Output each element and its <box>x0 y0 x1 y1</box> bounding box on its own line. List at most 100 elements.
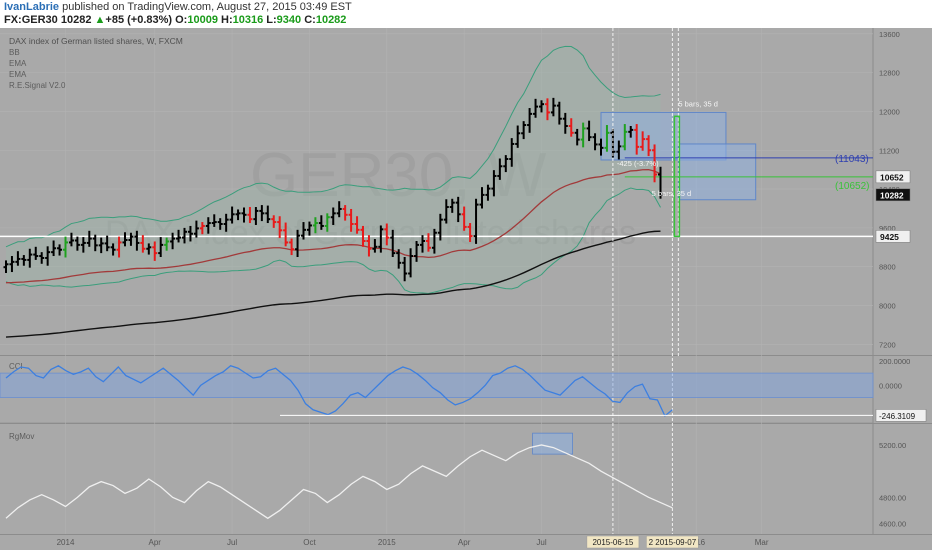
price-tag-label: 10652 <box>880 172 904 182</box>
cci-value-label: -246.3109 <box>879 412 916 421</box>
price-bar <box>170 232 176 250</box>
price-bar <box>396 249 402 269</box>
price-bar <box>295 229 301 257</box>
price-bar <box>539 100 544 113</box>
price-bar <box>634 124 640 155</box>
price-bar <box>533 98 539 118</box>
price-bar <box>39 252 45 264</box>
price-bar <box>128 232 134 246</box>
price-bar <box>568 118 574 137</box>
rgmov-box <box>532 432 573 455</box>
price-bar <box>544 98 550 121</box>
x-tick-label: Apr <box>458 538 471 547</box>
date-tag-label[interactable]: 2015-06-15 <box>592 538 633 547</box>
price-bar <box>354 216 360 234</box>
vertical-date-lines[interactable] <box>612 28 681 534</box>
price-bar <box>515 125 521 148</box>
date-tag-label[interactable]: 2 2015-09-07 <box>649 538 697 547</box>
price-bar <box>235 209 241 221</box>
price-bar <box>187 225 193 242</box>
price-bar <box>509 138 515 167</box>
watermark-description: DAX index of German listed shares <box>105 214 636 252</box>
price-bar <box>45 246 51 266</box>
rgmov-title[interactable]: RgMov <box>9 432 34 441</box>
date-tag-box <box>586 535 640 549</box>
price-bar <box>574 128 580 146</box>
cci-indicator: 200.0000 0.0000 -246.3109 <box>0 357 927 422</box>
price-bar <box>134 230 140 251</box>
cci-title[interactable]: CCI <box>9 362 23 371</box>
ema-black-line <box>5 230 661 338</box>
price-bar <box>479 187 485 209</box>
price-bar <box>658 166 663 199</box>
price-bar <box>360 225 366 247</box>
cci-tick-label: 200.0000 <box>879 357 910 366</box>
author-link[interactable]: IvanLabrie <box>4 1 60 13</box>
price-bar <box>485 184 491 201</box>
x-tick-label: Jul <box>227 538 237 547</box>
ema-red-line <box>5 169 661 284</box>
bollinger-fill <box>6 46 661 294</box>
y-tick-label: 12800 <box>879 69 900 78</box>
green-projection-bar[interactable] <box>673 115 681 238</box>
horizontal-levels[interactable]: (11043) (10652) <box>0 154 873 238</box>
price-bar <box>384 223 390 246</box>
price-bar <box>461 206 467 231</box>
legend-bb[interactable]: BB <box>9 48 20 57</box>
cci-tick-label: 0.0000 <box>879 381 902 390</box>
time-axis[interactable] <box>0 534 932 550</box>
legend-ema-1[interactable]: EMA <box>9 59 27 68</box>
rgmov-pane[interactable] <box>0 424 873 534</box>
price-bar <box>640 131 646 151</box>
bars-annotation-1: 5 bars, 35 d <box>678 100 718 109</box>
publish-date: published on TradingView.com, August 27,… <box>62 1 352 13</box>
price-bar <box>348 208 354 232</box>
price-bar <box>146 243 152 255</box>
price-bar <box>497 158 503 180</box>
bollinger-bands <box>5 45 661 295</box>
price-bar <box>431 228 437 254</box>
price-bar <box>408 248 414 278</box>
legend-ema-2[interactable]: EMA <box>9 70 27 79</box>
projection-box-2[interactable] <box>677 143 757 201</box>
date-tag-box <box>646 535 699 549</box>
price-bar <box>473 198 479 244</box>
price-bar <box>324 213 330 232</box>
price-bar <box>580 122 586 148</box>
bollinger-upper <box>5 45 661 248</box>
price-bar <box>598 138 604 156</box>
price-axis[interactable] <box>873 28 932 534</box>
y-tick-label: 13600 <box>879 30 900 39</box>
cci-line <box>5 365 673 417</box>
up-arrow-icon: ▲ <box>94 14 106 26</box>
rgmov-tick-label: 4600.00 <box>879 520 906 529</box>
high-label: H: <box>221 14 233 26</box>
price-bar <box>330 207 336 225</box>
price-bar <box>628 126 634 138</box>
price-bar <box>104 235 110 252</box>
price-tag-label: 9425 <box>880 232 899 242</box>
price-bar <box>604 125 610 152</box>
chart-canvas[interactable]: GER30, W DAX index of German listed shar… <box>0 28 932 550</box>
price-tag-label: 10282 <box>880 190 904 200</box>
price-bar <box>289 238 295 256</box>
price-bar <box>193 220 199 238</box>
rgmov-tick-label: 4800.00 <box>879 493 906 502</box>
price-bar <box>491 170 497 197</box>
y-tick-label: 8800 <box>879 263 896 272</box>
price-bar <box>622 124 628 151</box>
price-bar <box>556 101 562 125</box>
price-bar <box>110 243 116 256</box>
chart-header: IvanLabrie published on TradingView.com,… <box>0 0 932 28</box>
price-bar <box>402 256 408 282</box>
time-price-boxes[interactable] <box>600 111 757 201</box>
price-bar <box>247 207 253 224</box>
price-bar <box>68 232 74 247</box>
y-tick-label: 11200 <box>879 146 899 155</box>
price-bar <box>92 234 98 252</box>
price-bar <box>592 133 598 151</box>
legend-resignal[interactable]: R.E.Signal V2.0 <box>9 81 66 90</box>
low-label: L: <box>266 14 277 26</box>
symbol-name[interactable]: FX:GER30 <box>4 14 58 26</box>
price-bar <box>116 236 122 258</box>
